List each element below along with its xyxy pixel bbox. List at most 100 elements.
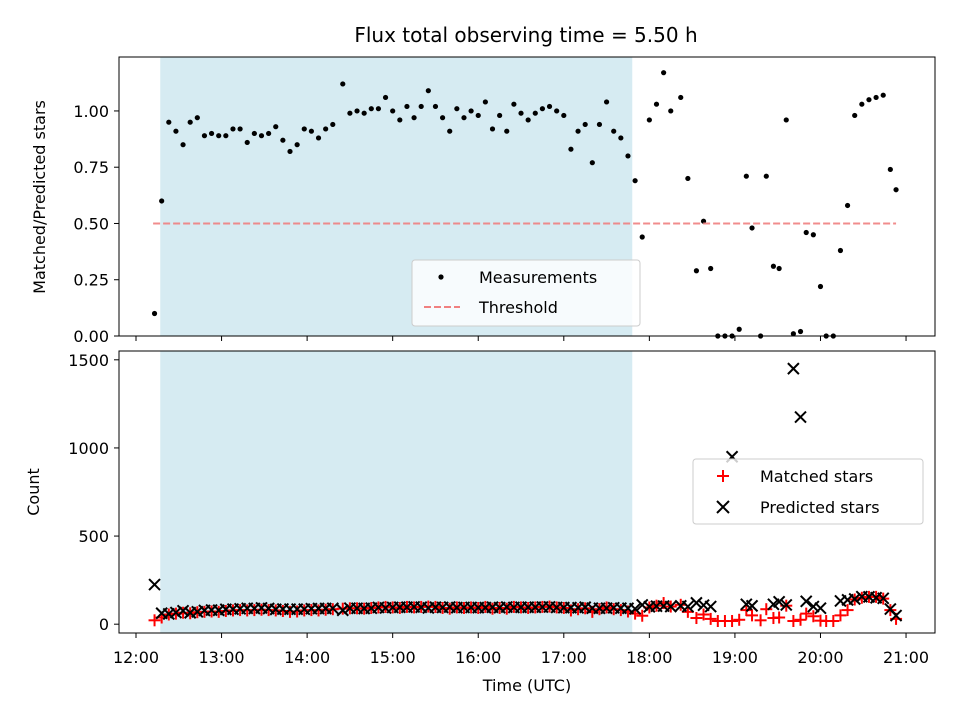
top-panel: 0.00 0.25 0.50 0.75 1.00 Matched/Predicted s… [30,56,936,346]
bottom-x-ticks: 12:00 13:00 14:00 15:00 16:00 17:00 18:00 19:00… [113,633,929,667]
measurements-point [611,128,617,134]
measurements-point [194,115,200,121]
measurements-point [368,106,374,112]
x-tick-label: 16:00 [455,648,501,667]
measurements-point [880,92,886,98]
predicted-stars-point [664,600,677,613]
measurements-point [783,117,789,123]
matched-stars-point [760,603,773,616]
legend-label-predicted: Predicted stars [760,498,880,517]
matched-stars-point [794,613,807,626]
measurements-point [280,137,286,143]
bottom-series [148,362,903,628]
measurements-point [294,142,300,148]
measurements-point [708,265,714,272]
measurements-point [749,225,755,231]
predicted-stars-point [169,606,183,619]
measurements-point [866,97,872,103]
x-axis-label: Time (UTC) [482,676,571,695]
measurements-point [173,128,179,134]
matched-stars-point [726,615,739,628]
matched-stars-point [690,612,703,625]
measurements-point [361,110,367,116]
top-y-tick-label: 0.00 [73,327,109,346]
measurements-point [893,187,899,193]
measurements-point [244,139,250,146]
measurements-point [736,326,742,332]
measurements-point [632,178,638,184]
measurements-point [797,328,804,335]
measurements-point [166,119,172,125]
measurements-point [482,99,488,105]
bottom-axes-frame [118,350,936,634]
top-x-ticks [135,336,907,341]
measurements-point [546,103,553,110]
measurements-point [489,126,496,132]
measurements-point [589,160,595,166]
legend-label-measurements: Measurements [479,268,597,287]
measurements-point [668,108,674,114]
measurements-point [301,126,307,132]
measurements-point [201,133,208,139]
measurements-point [340,81,346,87]
bottom-legend-box [692,458,924,525]
measurements-point [432,103,439,110]
measurements-point [852,112,858,119]
measurements-point [844,202,851,209]
measurements-point [653,101,660,107]
measurements-point [568,146,574,152]
bottom-y-tick-label: 1000 [68,439,109,458]
measurements-point [425,88,431,94]
measurements-point [330,121,336,128]
measurements-point [439,115,446,121]
predicted-stars-point [681,600,695,613]
bottom-y-axis-label: Count [24,468,43,516]
measurements-point [625,153,631,159]
measurements-point [497,112,503,119]
matched-stars-point [773,611,786,624]
predicted-stars-point [148,578,161,591]
bottom-shaded-span [160,351,633,633]
measurements-point [539,106,546,112]
measurements-point [258,133,265,139]
measurements-point [763,173,769,179]
matched-stars-point [834,609,847,622]
measurements-point [532,110,538,116]
measurements-point [418,103,424,110]
top-axes-frame [118,56,936,337]
measurements-point [678,94,684,101]
measurements-point [803,229,809,236]
legend-marker-measurements [438,274,444,280]
measurements-point [518,110,524,116]
bottom-panel: 0 500 1000 1500 12:00 13:00 14:00 15:00 16:00 17… [24,350,936,695]
x-tick-label: 12:00 [113,648,159,667]
measurements-point [646,117,652,123]
matched-stars-point [800,607,813,620]
bottom-legend: Matched stars Predicted stars [692,458,924,525]
matched-stars-point [733,613,746,626]
matched-stars-point [827,615,840,628]
top-legend: Measurements Threshold [411,259,641,327]
measurements-point [887,166,893,173]
measurements-point [382,94,389,101]
measurements-point [230,126,236,132]
matched-stars-point [500,602,513,615]
measurements-point [603,99,610,105]
matched-stars-point [636,609,649,622]
legend-marker-predicted [716,500,730,514]
measurements-point [273,124,279,130]
measurements-point [582,121,588,128]
measurements-point [639,234,645,240]
top-y-axis-label: Matched/Predicted stars [30,100,49,294]
measurements-point [151,310,158,317]
matched-stars-point [754,614,767,627]
bottom-y-tick-label: 500 [78,527,109,546]
measurements-point [461,115,467,121]
measurements-point [251,130,257,137]
top-legend-box [411,259,641,327]
measurements-point [817,283,824,290]
measurements-point [159,198,165,204]
legend-label-threshold: Threshold [478,298,558,317]
x-tick-label: 15:00 [370,648,416,667]
predicted-stars-point [336,604,349,617]
